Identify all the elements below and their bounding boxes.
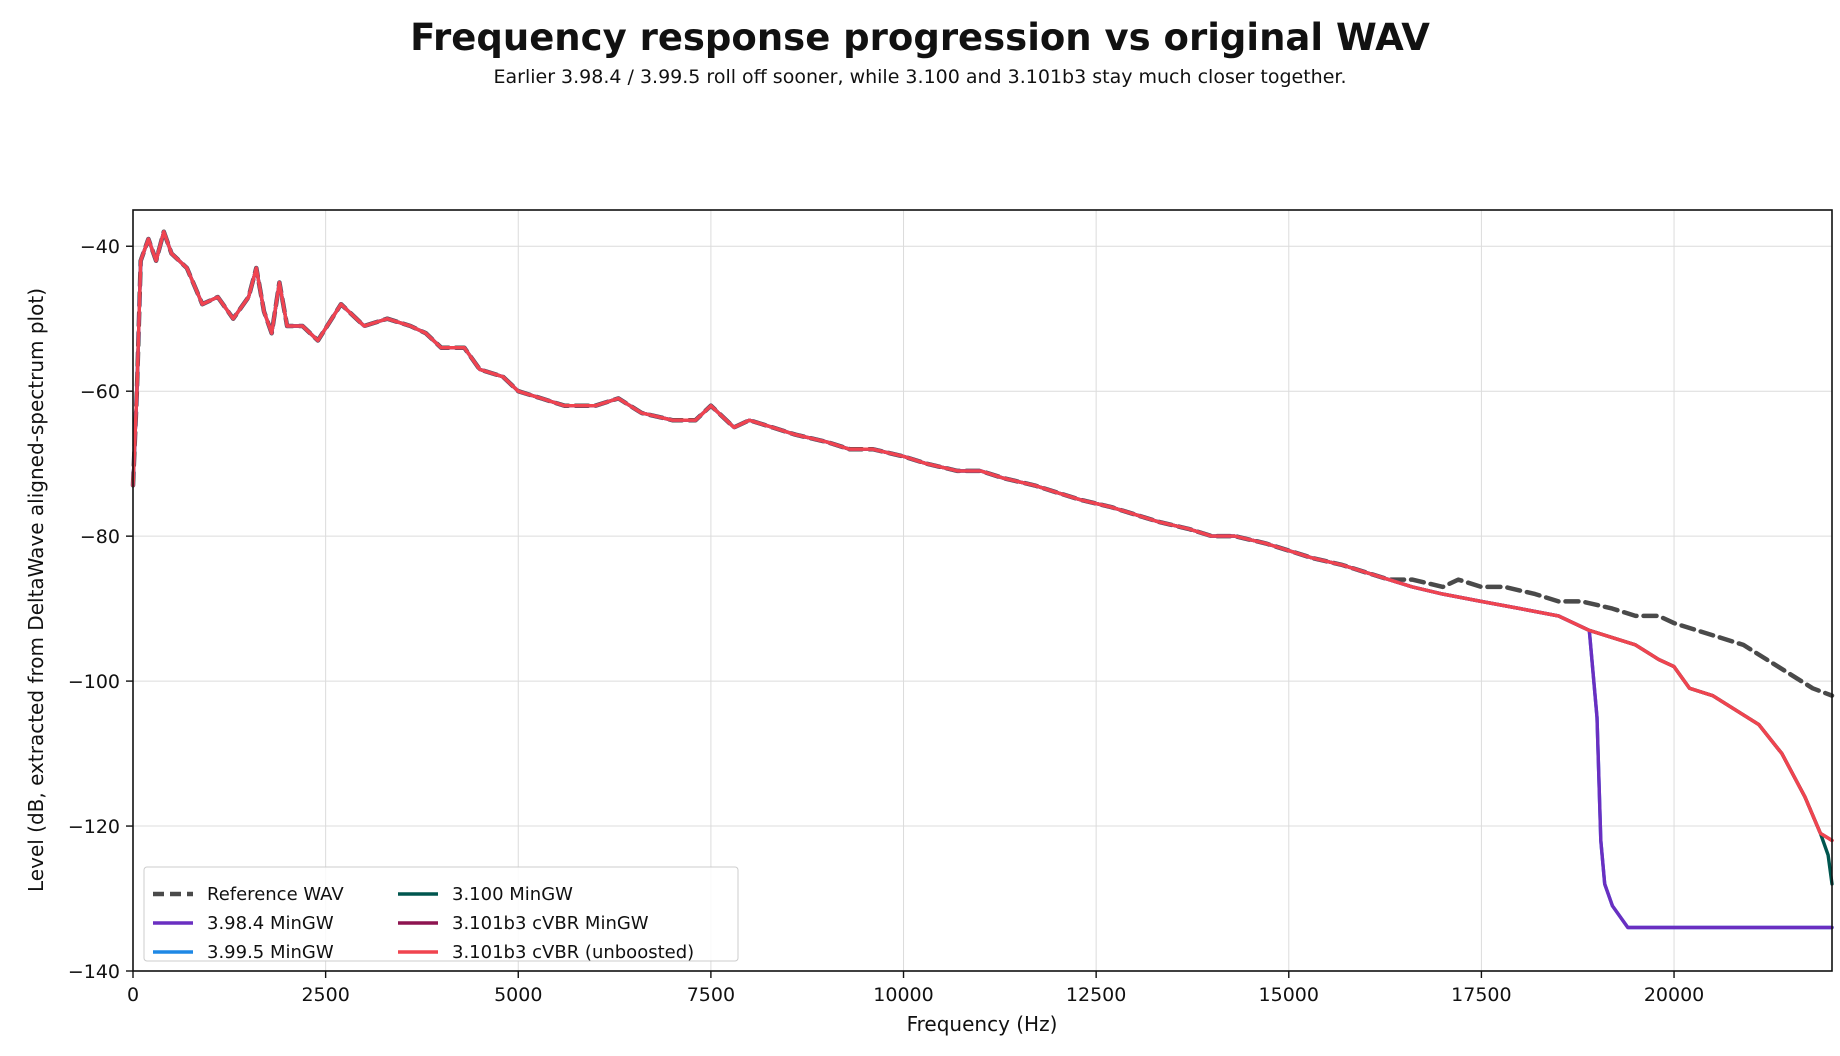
legend-label: 3.100 MinGW (452, 884, 573, 905)
y-tick-label: −140 (68, 961, 120, 983)
legend-label: Reference WAV (207, 884, 344, 905)
x-tick-label: 0 (127, 984, 139, 1006)
y-tick-label: −100 (68, 671, 120, 693)
series-line-3-99-5-mingw (131, 230, 1834, 930)
legend-label: 3.98.4 MinGW (207, 913, 334, 934)
x-tick-label: 10000 (873, 984, 933, 1006)
legend-frame (143, 866, 739, 962)
plot-frame (132, 209, 1833, 972)
x-tick-label: 5000 (494, 984, 542, 1006)
y-tick-label: −120 (68, 816, 120, 838)
x-tick-label: 20000 (1644, 984, 1704, 1006)
y-axis-ticks: −140 −120 −100 −80 −60 −40 (68, 236, 133, 983)
y-axis-label: Level (dB, extracted from DeltaWave alig… (24, 288, 48, 892)
x-tick-label: 7500 (687, 984, 735, 1006)
y-tick-label: −40 (80, 236, 120, 258)
x-tick-label: 2500 (301, 984, 349, 1006)
series-line-3-101b3-cvbr-unboosted (131, 230, 1834, 843)
legend-items: Reference WAV 3.98.4 MinGW 3.99.5 MinGW 3.1… (153, 884, 694, 963)
series-line-3-100-mingw (131, 230, 1834, 886)
legend-label: 3.99.5 MinGW (207, 942, 334, 963)
series-lines (130, 229, 1835, 930)
legend-label: 3.101b3 cVBR (unboosted) (452, 942, 694, 963)
chart-title: Frequency response progression vs origin… (410, 16, 1430, 59)
chart-subtitle: Earlier 3.98.4 / 3.99.5 roll off sooner,… (493, 66, 1347, 88)
y-tick-label: −60 (80, 381, 120, 403)
x-tick-label: 17500 (1451, 984, 1511, 1006)
grid (132, 210, 1832, 972)
x-axis-ticks: 0 2500 5000 7500 10000 12500 15000 17500 20000 (127, 971, 1704, 1006)
x-tick-label: 15000 (1259, 984, 1319, 1006)
x-axis-label: Frequency (Hz) (907, 1012, 1058, 1036)
x-tick-label: 12500 (1066, 984, 1126, 1006)
legend: Reference WAV 3.98.4 MinGW 3.99.5 MinGW 3.1… (143, 866, 739, 963)
legend-label: 3.101b3 cVBR MinGW (452, 913, 649, 934)
series-line-3-98-4-mingw (131, 230, 1834, 930)
y-tick-label: −80 (80, 526, 120, 548)
